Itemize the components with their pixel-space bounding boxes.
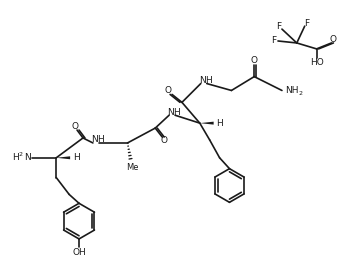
Text: OH: OH [72,248,86,257]
Text: H: H [205,76,212,85]
Text: H: H [12,153,19,162]
Text: O: O [330,35,337,44]
Text: 2: 2 [299,91,303,96]
Polygon shape [56,156,70,159]
Text: 2: 2 [19,152,23,157]
Text: O: O [161,137,168,146]
Text: F: F [304,19,309,28]
Text: O: O [72,122,78,131]
Text: N: N [92,135,98,144]
Text: O: O [251,56,258,65]
Text: H: H [216,119,223,128]
Text: O: O [165,86,171,95]
Text: F: F [276,22,281,31]
Text: H: H [97,135,104,144]
Text: N: N [167,108,174,117]
Text: H: H [73,153,79,162]
Text: HO: HO [310,58,324,67]
Text: F: F [271,36,277,45]
Text: N: N [24,153,31,162]
Text: NH: NH [285,86,299,95]
Polygon shape [200,122,214,125]
Text: N: N [199,76,206,85]
Text: Me: Me [126,163,139,172]
Text: H: H [173,108,179,117]
